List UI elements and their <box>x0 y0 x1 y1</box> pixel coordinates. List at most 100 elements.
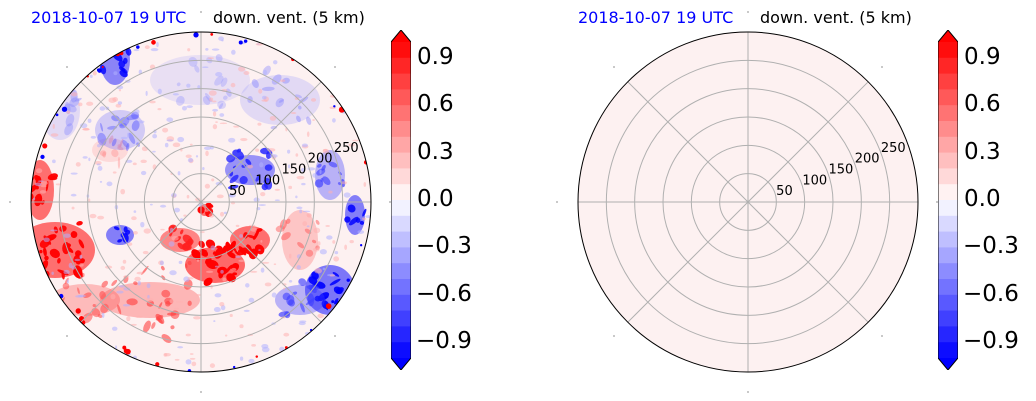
field-speck <box>112 43 118 52</box>
field-edge-speck <box>238 40 243 45</box>
field-noise <box>116 85 124 90</box>
field-speck <box>200 248 209 257</box>
field-noise <box>89 213 97 219</box>
colorbar-level-9 <box>938 184 958 201</box>
field-noise <box>204 183 210 189</box>
radial-tick-label-50: 50 <box>229 184 246 199</box>
field-speck <box>347 46 351 50</box>
field-noise <box>319 169 322 174</box>
radial-grid-circle-50 <box>172 173 230 231</box>
field-speck <box>264 164 273 171</box>
right-colorbar <box>938 30 958 370</box>
field-speck <box>306 116 312 125</box>
field-noise <box>70 172 78 175</box>
field-speck <box>216 245 223 250</box>
field-noise <box>185 359 192 365</box>
radial-grid-circle-250 <box>605 59 891 345</box>
field-noise <box>302 221 308 226</box>
field-speck <box>131 120 140 132</box>
radial-tick-label-100: 100 <box>255 173 280 188</box>
field-edge-speck <box>61 106 68 112</box>
field-edge-speck <box>331 300 335 304</box>
field-noise <box>177 346 184 349</box>
field-noise <box>172 142 181 148</box>
field-noise <box>172 93 179 96</box>
field-noise <box>212 124 218 130</box>
field-speck <box>101 280 108 288</box>
field-noise <box>261 261 270 264</box>
field-noise <box>313 247 320 252</box>
field-noise <box>122 259 127 264</box>
field-noise <box>310 98 317 102</box>
field-speck <box>314 295 321 302</box>
field-speck <box>161 334 172 343</box>
colorbar-tick-label-1: 0.6 <box>964 91 1001 118</box>
colorbar-tick-label-3: 0.0 <box>417 186 454 212</box>
field-speck <box>176 95 185 106</box>
field-noise <box>86 101 94 106</box>
field-noise <box>150 48 159 52</box>
field-edge-speck <box>123 348 129 354</box>
field-speck <box>328 161 338 168</box>
field-noise <box>211 100 217 103</box>
field-noise <box>37 180 44 182</box>
field-noise <box>205 48 209 51</box>
field-noise <box>97 165 103 171</box>
field-speck <box>255 175 261 182</box>
colorbar-tick-label-5: −0.6 <box>416 280 472 307</box>
field-noise <box>300 167 306 173</box>
field-noise <box>131 216 137 221</box>
field-noise <box>111 326 118 331</box>
colorbar-level-8 <box>938 168 958 185</box>
colorbar-tick-label-2: 0.3 <box>417 138 454 165</box>
field-edge-speck <box>243 39 248 43</box>
field-speck <box>261 86 275 91</box>
field-noise <box>197 85 201 89</box>
field-speck <box>50 176 58 181</box>
field-speck <box>65 113 75 127</box>
field-noise <box>296 175 305 180</box>
field-speck <box>125 47 132 56</box>
field-noise <box>357 230 365 234</box>
field-noise <box>163 353 168 357</box>
field-speck <box>24 233 28 237</box>
field-noise <box>220 269 224 274</box>
field-speck <box>102 151 107 158</box>
field-noise <box>210 245 216 251</box>
field-noise <box>89 74 93 78</box>
colorbar-tick-label-6: −0.9 <box>963 328 1019 355</box>
field-noise <box>183 214 187 217</box>
field-noise <box>140 221 145 228</box>
colorbar-level-3 <box>391 89 411 106</box>
field-noise <box>34 182 42 187</box>
field-speck <box>64 123 74 136</box>
field-edge-speck <box>136 45 140 49</box>
field-patch-22 <box>65 36 95 60</box>
field-noise <box>127 242 133 246</box>
field-speck <box>318 292 330 302</box>
field-edge-speck <box>210 33 214 36</box>
field-noise <box>228 194 234 197</box>
field-speck <box>34 174 42 183</box>
field-noise <box>134 276 141 282</box>
field-speck <box>117 156 121 169</box>
field-noise <box>133 230 138 235</box>
field-noise <box>157 108 162 111</box>
field-speck <box>308 276 318 285</box>
field-noise <box>142 250 149 255</box>
colorbar-level-18 <box>938 326 958 343</box>
field-speck <box>191 249 202 260</box>
field-noise <box>80 123 88 129</box>
field-noise <box>301 182 306 186</box>
field-noise <box>212 111 217 117</box>
field-speck <box>220 77 228 87</box>
field-noise <box>296 206 303 210</box>
field-speck <box>337 182 342 186</box>
field-noise <box>288 279 293 283</box>
field-edge-speck <box>39 249 43 254</box>
field-speck <box>43 247 47 257</box>
field-noise <box>157 88 162 95</box>
radial-grid-circle-200 <box>87 88 315 316</box>
field-noise <box>322 148 329 154</box>
field-speck <box>253 229 260 240</box>
